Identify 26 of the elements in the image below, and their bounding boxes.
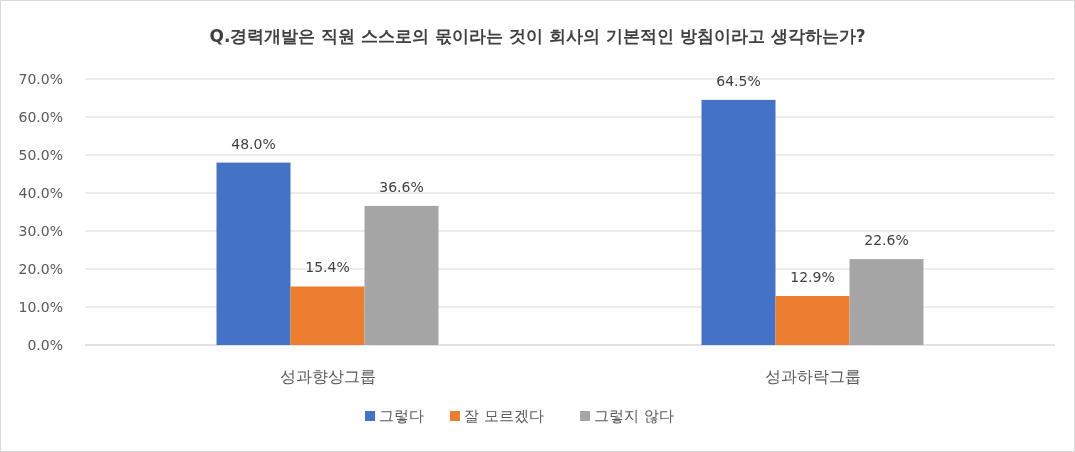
bar [701, 99, 776, 345]
bar [364, 205, 439, 345]
x-tick-label: 성과하락그룹 [764, 367, 861, 386]
y-tick-label: 10.0% [18, 299, 63, 315]
legend-label: 그렇지 않다 [594, 407, 674, 425]
y-tick-label: 70.0% [18, 71, 63, 87]
data-label: 48.0% [231, 135, 276, 152]
chart-title: Q.경력개발은 직원 스스로의 몫이라는 것이 회사의 기본적인 방침이라고 생각하는가? [209, 26, 866, 46]
y-tick-label: 20.0% [18, 261, 63, 277]
bar [775, 295, 850, 345]
y-tick-label: 40.0% [18, 185, 63, 201]
data-label: 15.4% [305, 259, 350, 276]
data-label: 12.9% [790, 268, 835, 285]
data-label: 22.6% [864, 232, 909, 249]
legend-label: 잘 모르겠다 [464, 407, 544, 425]
bar [849, 259, 924, 345]
x-tick-label: 성과향상그룹 [279, 367, 376, 386]
y-tick-label: 0.0% [27, 337, 63, 353]
bar [216, 162, 291, 345]
y-tick-label: 60.0% [18, 109, 63, 125]
legend-label: 그렇다 [379, 407, 424, 425]
bar [290, 286, 365, 345]
data-label: 36.6% [379, 178, 424, 195]
data-label: 64.5% [716, 72, 761, 89]
y-tick-label: 30.0% [18, 223, 63, 239]
y-tick-label: 50.0% [18, 147, 63, 163]
